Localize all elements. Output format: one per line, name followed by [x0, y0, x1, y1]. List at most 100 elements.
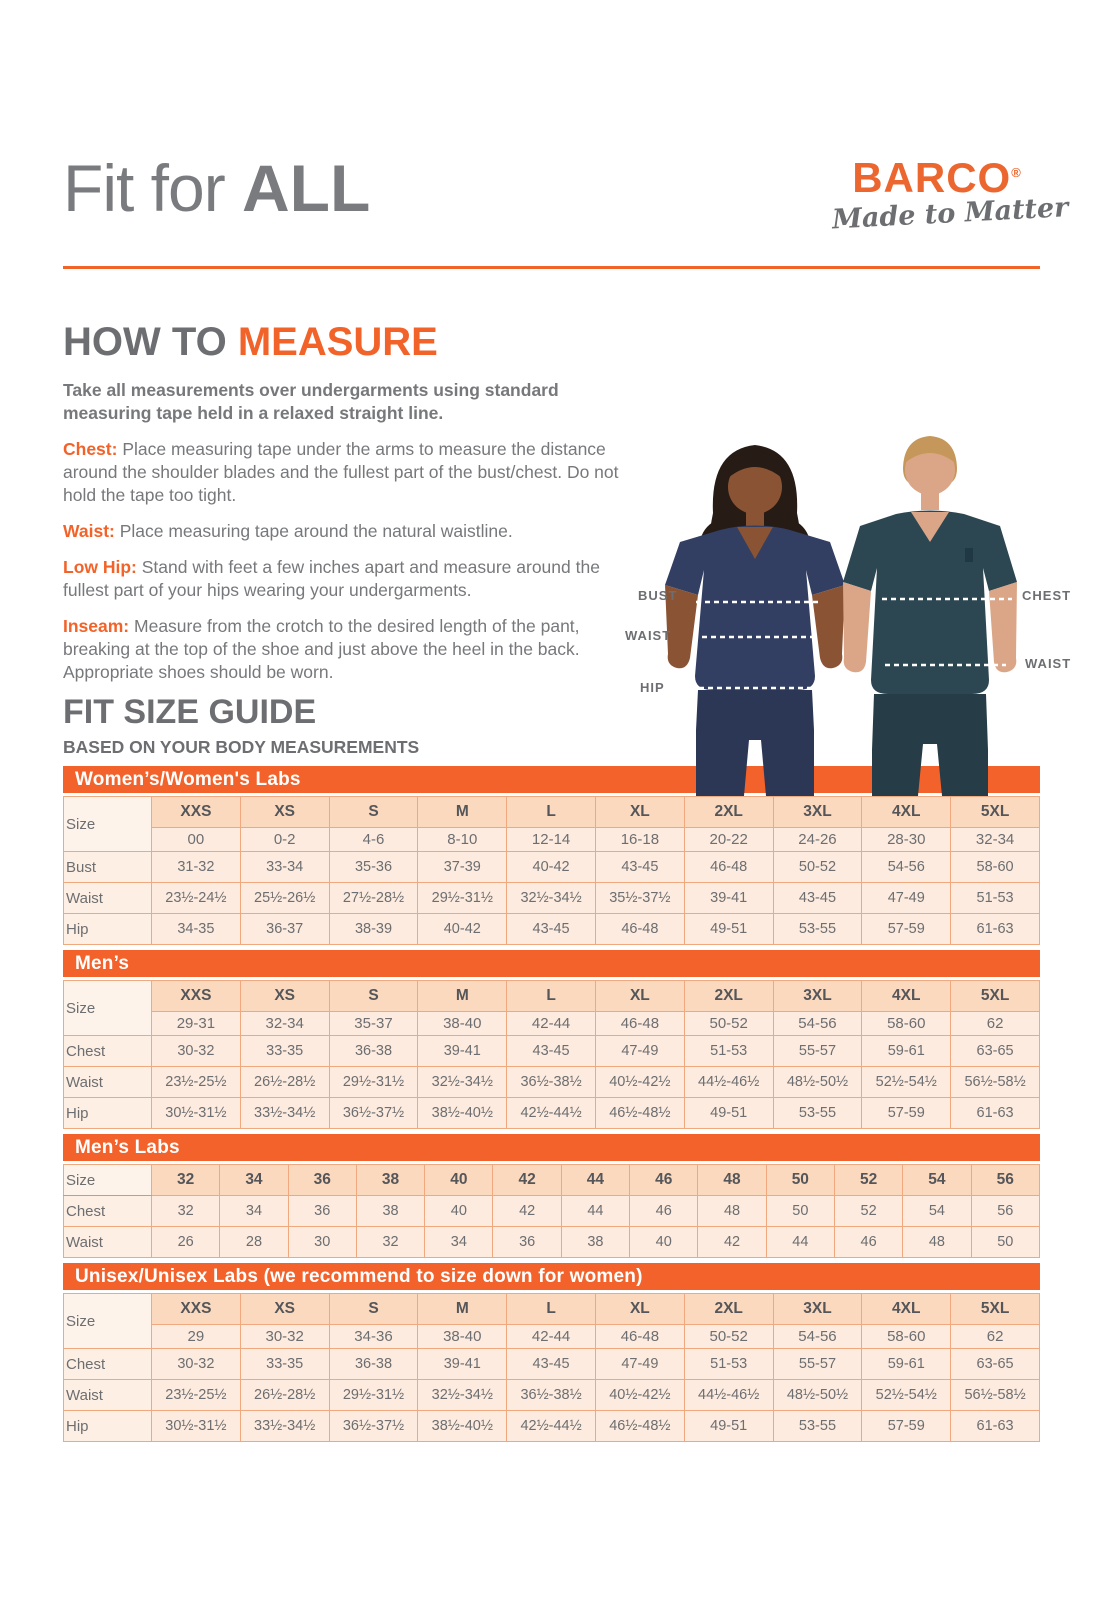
size-range-cell: 8-10 — [417, 827, 508, 852]
size-column-header: XXS — [151, 796, 241, 828]
measurement-cell: 32½-34½ — [417, 1379, 508, 1411]
waist-right-label: WAIST — [1025, 656, 1072, 671]
size-column-header: XS — [239, 980, 330, 1012]
row-label-cell: Waist — [63, 1379, 152, 1411]
size-column-header: 44 — [560, 1164, 631, 1196]
measurement-cell: 51-53 — [950, 882, 1040, 914]
measurement-cell: 33½-34½ — [239, 1410, 330, 1442]
measurement-cell: 32 — [355, 1226, 426, 1258]
header-divider — [63, 266, 1040, 269]
size-column-header: 50 — [765, 1164, 835, 1196]
size-table-grid: Size 32 34 36 38 40 42 44 46 48 50 52 54 56 Chest 32 34 3… — [63, 1164, 1041, 1258]
measurement-cell: 43-45 — [506, 913, 596, 945]
measurement-cell: 42 — [697, 1226, 767, 1258]
measurement-cell: 25½-26½ — [239, 882, 330, 914]
measurement-cell: 33-35 — [239, 1035, 330, 1067]
measurement-cell: 43-45 — [594, 851, 685, 883]
measure-item: Chest: Place measuring tape under the ar… — [63, 439, 619, 505]
measurement-cell: 26½-28½ — [239, 1379, 330, 1411]
measurement-cell: 32½-34½ — [506, 882, 596, 914]
measure-item-label: Waist: — [63, 521, 115, 541]
measurement-cell: 26 — [150, 1226, 221, 1258]
size-subheader-row: 29-31 32-34 35-37 38-40 42-44 46-48 50-52 54-56… — [64, 1011, 1040, 1036]
size-label-cell: Size — [63, 796, 152, 852]
measurement-cell: 33½-34½ — [239, 1097, 330, 1129]
man-model-illustration — [843, 436, 1017, 796]
size-tables: Women’s/Women's Labs Size XXS XS S M L XL 2XL 3XL… — [63, 766, 1041, 1442]
measurement-cell: 43-45 — [506, 1348, 596, 1380]
size-range-cell: 62 — [950, 1324, 1040, 1349]
size-column-header: L — [506, 1293, 596, 1325]
row-label-cell: Chest — [63, 1035, 152, 1067]
size-column-header: 32 — [150, 1164, 221, 1196]
table-row: Waist 23½-24½ 25½-26½ 27½-28½ 29½-31½ 32½-34½… — [63, 882, 1040, 914]
measurement-cell: 53-55 — [772, 1410, 863, 1442]
size-column-header: 3XL — [772, 1293, 863, 1325]
measurement-cell: 52½-54½ — [861, 1379, 952, 1411]
size-table-band: Men’s Labs — [63, 1134, 1040, 1161]
size-guide-subtitle: BASED ON YOUR BODY MEASUREMENTS — [63, 737, 420, 757]
size-range-cell: 54-56 — [772, 1011, 863, 1036]
measurement-cell: 38½-40½ — [417, 1097, 508, 1129]
measurement-cell: 48 — [697, 1195, 767, 1227]
measurement-cell: 29½-31½ — [328, 1066, 419, 1098]
measure-item-label: Low Hip: — [63, 557, 137, 577]
measure-item: Waist: Place measuring tape around the n… — [63, 521, 513, 541]
hip-label: HIP — [640, 680, 665, 695]
size-label-cell: Size — [63, 1164, 152, 1196]
measure-item-label: Inseam: — [63, 616, 130, 636]
measurement-cell: 36 — [492, 1226, 562, 1258]
measurement-cell: 38½-40½ — [417, 1410, 508, 1442]
measurement-cell: 61-63 — [950, 1410, 1040, 1442]
measurement-cell: 51-53 — [683, 1035, 774, 1067]
measurement-cell: 36½-38½ — [506, 1379, 596, 1411]
measurement-cell: 47-49 — [594, 1035, 685, 1067]
size-table: Unisex/Unisex Labs (we recommend to size… — [63, 1263, 1040, 1442]
size-subheader-row: 29 30-32 34-36 38-40 42-44 46-48 50-52 54-56 58-… — [64, 1324, 1040, 1349]
size-column-header: 42 — [492, 1164, 562, 1196]
size-range-cell: 58-60 — [861, 1011, 952, 1036]
measurement-cell: 50 — [970, 1226, 1041, 1258]
size-header-row: Size XXS XS S M L XL 2XL 3XL 4XL 5XL — [63, 1293, 1040, 1349]
row-label-cell: Waist — [63, 1066, 152, 1098]
size-column-header: M — [417, 980, 508, 1012]
measurement-cell: 61-63 — [950, 913, 1040, 945]
measurement-cell: 30½-31½ — [151, 1410, 241, 1442]
measurement-cell: 63-65 — [950, 1348, 1040, 1380]
size-column-header: 3XL — [772, 980, 863, 1012]
measurement-cell: 39-41 — [417, 1348, 508, 1380]
size-header-row: Size XXS XS S M L XL 2XL 3XL 4XL 5XL — [63, 796, 1040, 852]
size-range-cell: 00 — [151, 827, 241, 852]
brand-logo: BARCO® Made to Matter — [831, 152, 1069, 236]
measurement-cell: 36-38 — [328, 1035, 419, 1067]
measurement-cell: 59-61 — [861, 1035, 952, 1067]
measurement-cell: 26½-28½ — [239, 1066, 330, 1098]
measurement-cell: 52 — [833, 1195, 904, 1227]
row-label-cell: Hip — [63, 913, 152, 945]
table-row: Bust 31-32 33-34 35-36 37-39 40-42 43-45 46-48 5… — [63, 851, 1040, 883]
how-to-measure-title-accent: MEASURE — [237, 320, 438, 364]
measurement-cell: 46-48 — [683, 851, 774, 883]
size-column-header: XL — [594, 1293, 685, 1325]
measurement-cell: 48 — [902, 1226, 972, 1258]
measurement-cell: 46½-48½ — [594, 1410, 685, 1442]
measurement-cell: 27½-28½ — [328, 882, 419, 914]
measurement-cell: 29½-31½ — [328, 1379, 419, 1411]
measurement-cell: 46½-48½ — [594, 1097, 685, 1129]
measurement-cell: 42½-44½ — [506, 1097, 596, 1129]
measurement-cell: 31-32 — [151, 851, 241, 883]
table-row: Waist 23½-25½ 26½-28½ 29½-31½ 32½-34½ 36½-38½… — [63, 1066, 1040, 1098]
size-column-header: M — [417, 796, 508, 828]
measurement-cell: 53-55 — [772, 913, 863, 945]
size-range-cell: 0-2 — [239, 827, 330, 852]
row-label-cell: Bust — [63, 851, 152, 883]
measurement-cell: 32½-34½ — [417, 1066, 508, 1098]
row-label-cell: Hip — [63, 1097, 152, 1129]
size-label-cell: Size — [63, 980, 152, 1036]
size-header-row: Size XXS XS S M L XL 2XL 3XL 4XL 5XL — [63, 980, 1040, 1036]
fit-size-guide-section: FIT SIZE GUIDE BASED ON YOUR BODY MEASUR… — [63, 693, 1041, 1442]
size-table: Men’s Size XXS XS S M L XL 2XL 3XL 4XL 5XL 29-31 32-3… — [63, 950, 1040, 1129]
size-range-cell: 38-40 — [417, 1011, 508, 1036]
measurement-cell: 39-41 — [417, 1035, 508, 1067]
size-column-header: 2XL — [683, 1293, 774, 1325]
